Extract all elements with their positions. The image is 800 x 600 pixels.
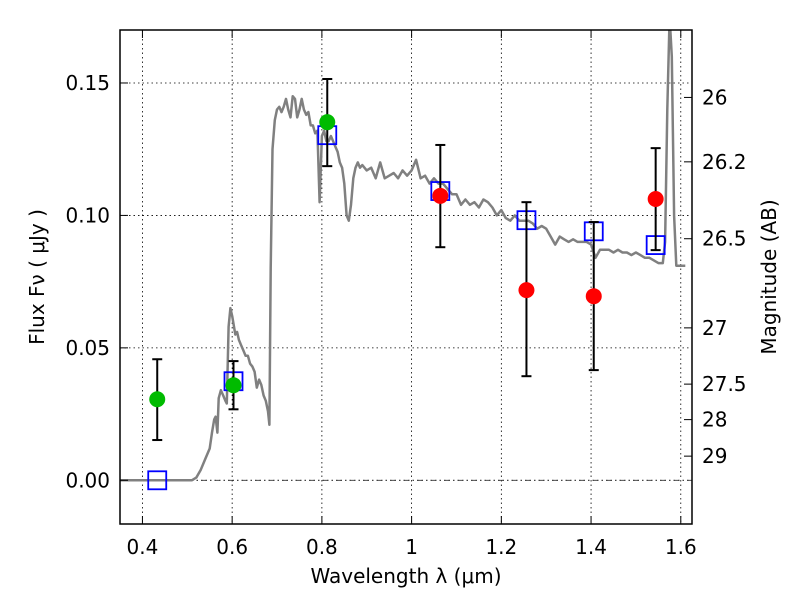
data-point-red xyxy=(647,190,664,207)
y-axis-title: Flux Fν ( μJy ) xyxy=(25,209,49,345)
y-tick-label: 0.10 xyxy=(65,203,110,227)
y-right-tick-label: 27.5 xyxy=(702,372,747,396)
x-tick-label: 1.6 xyxy=(665,535,697,559)
x-tick-label: 1.4 xyxy=(575,535,607,559)
data-point-red xyxy=(585,288,602,305)
model-band-square xyxy=(147,470,168,491)
data-point-green xyxy=(149,391,166,408)
y-tick-label: 0.05 xyxy=(65,336,110,360)
data-point-red xyxy=(432,187,449,204)
y-right-tick-label: 27 xyxy=(702,316,727,340)
x-tick-label: 1 xyxy=(405,535,418,559)
y-right-tick-label: 26.2 xyxy=(702,150,747,174)
y-tick-label: 0.15 xyxy=(65,71,110,95)
y-right-axis-title: Magnitude (AB) xyxy=(757,199,781,354)
x-tick-label: 0.8 xyxy=(306,535,338,559)
y-right-tick-label: 28 xyxy=(702,408,727,432)
model-spectrum-line xyxy=(120,30,686,482)
y-right-tick-label: 26.5 xyxy=(702,227,747,251)
y-right-tick-label: 26 xyxy=(702,85,727,109)
plot-background xyxy=(120,30,692,524)
plot-frame xyxy=(119,29,693,525)
x-tick-label: 0.6 xyxy=(216,535,248,559)
y-right-tick-label: 29 xyxy=(702,444,727,468)
data-point-green xyxy=(225,377,242,394)
y-tick-label: 0.00 xyxy=(65,468,110,492)
x-tick-label: 0.4 xyxy=(127,535,159,559)
x-axis-title: Wavelength λ (μm) xyxy=(310,564,501,588)
plot-marks xyxy=(120,30,686,491)
data-point-green xyxy=(319,114,336,131)
x-tick-label: 1.2 xyxy=(485,535,517,559)
ticks: 0.4 0.6 0.8 1 1.2 1.4 1.6 0.00 0.05 0.10 0.15 26 26.… xyxy=(65,30,747,559)
data-point-red xyxy=(518,282,535,299)
